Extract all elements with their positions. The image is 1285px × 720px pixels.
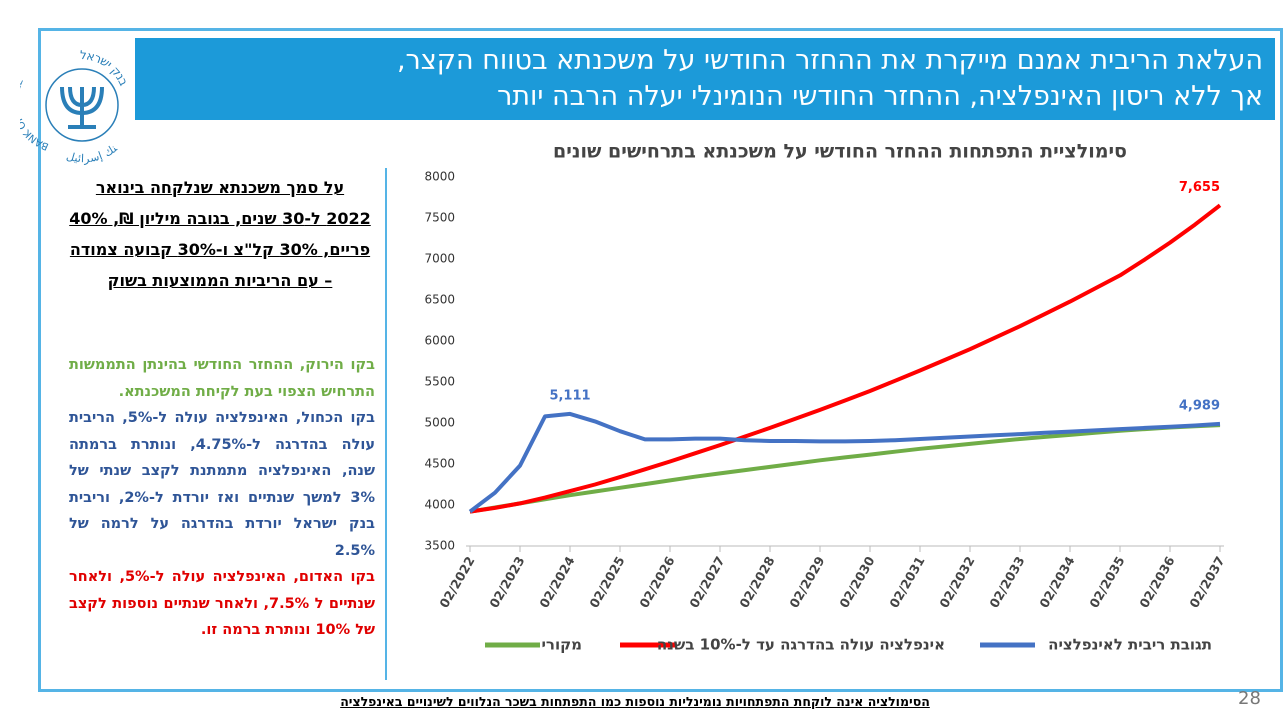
series-line: [469, 203, 1222, 514]
x-tick-label: 02/2028: [736, 554, 777, 611]
bullet: בקו הירוק, ההחזר החודשי בהינתן התממשות ה…: [69, 357, 375, 400]
legend-label: מקורי: [542, 636, 583, 654]
chart-title: סימולציית התפתחות ההחזר החודשי על משכנתא…: [553, 141, 1127, 163]
x-tick-label: 02/2031: [886, 554, 927, 611]
y-tick-label: 6500: [424, 293, 455, 307]
data-label: 4,989: [1179, 398, 1220, 413]
title-line: העלאת הריבית אמנם מייקרת את ההחזר החודשי…: [396, 45, 1263, 76]
x-tick-label: 02/2034: [1036, 554, 1078, 611]
x-tick-label: 02/2026: [636, 554, 678, 611]
y-tick-label: 4000: [424, 498, 455, 512]
x-tick-label: 02/2033: [986, 554, 1027, 611]
y-tick-label: 5000: [424, 416, 455, 430]
intro-line: – עם הריביות הממוצעות בשוק: [107, 271, 333, 290]
y-tick-label: 6000: [424, 334, 455, 348]
x-tick-label: 02/2032: [936, 554, 977, 611]
y-tick-label: 7500: [424, 211, 455, 225]
x-tick-label: 02/2037: [1186, 554, 1227, 611]
bullet: בקו הכחול, האינפלציה עולה ל-5%, הריבית ע…: [69, 410, 375, 559]
x-tick-label: 02/2036: [1136, 554, 1178, 611]
legend-label: אינפלציה עולה בהדרגה עד ל-10% בשנה: [657, 636, 945, 654]
intro-line: פריים, 30% קל"צ ו-30% קבועה צמודה: [69, 240, 371, 259]
y-tick-label: 3500: [424, 539, 455, 553]
x-tick-label: 02/2027: [686, 554, 727, 611]
intro-line: על סמך משכנתא שנלקחה בינואר: [95, 178, 345, 197]
x-tick-label: 02/2023: [486, 554, 527, 611]
logo: BANK OF ISRAEL בנק ישראל بنك إسرائيل: [20, 35, 131, 165]
legend-label: תגובת ריבית לאינפלציה: [1048, 636, 1212, 654]
data-label: 5,111: [549, 388, 590, 403]
y-tick-label: 8000: [424, 170, 455, 184]
bullet: בקו האדום, האינפלציה עולה ל-5%, ולאחר שנ…: [69, 569, 375, 638]
data-label: 7,655: [1179, 180, 1220, 195]
bullets: בקו הירוק, ההחזר החודשי בהינתן התממשות ה…: [55, 352, 385, 644]
chart: סימולציית התפתחות ההחזר החודשי על משכנתא…: [424, 141, 1227, 654]
page-number: 28: [1238, 688, 1261, 709]
x-tick-label: 02/2025: [586, 554, 627, 611]
title-banner: העלאת הריבית אמנם מייקרת את ההחזר החודשי…: [135, 38, 1275, 120]
x-tick-label: 02/2024: [536, 554, 578, 611]
series-line: [469, 423, 1221, 514]
y-tick-label: 7000: [424, 252, 455, 266]
x-tick-label: 02/2030: [836, 554, 878, 611]
series-line: [468, 411, 1221, 514]
x-tick-label: 02/2022: [436, 554, 477, 611]
frame: [38, 28, 1283, 692]
x-tick-label: 02/2029: [786, 554, 827, 611]
y-tick-label: 5500: [424, 375, 455, 389]
title-line: אך ללא ריסון האינפלציה, ההחזר החודשי הנו…: [497, 81, 1263, 112]
logo-ring: [45, 68, 119, 142]
x-tick-label: 02/2035: [1086, 554, 1127, 611]
footer-note: הסימולציה אינה לוקחת התפתחויות נומינליות…: [340, 694, 930, 709]
y-tick-label: 4500: [424, 457, 455, 471]
menorah: [60, 87, 104, 129]
side-panel: על סמך משכנתא שנלקחה בינואר 2022 ל-30 שני…: [55, 168, 387, 680]
intro: על סמך משכנתא שנלקחה בינואר 2022 ל-30 שני…: [63, 172, 377, 296]
intro-line: 2022 ל-30 שנים, בגובה מיליון ₪, 40%: [69, 209, 371, 228]
